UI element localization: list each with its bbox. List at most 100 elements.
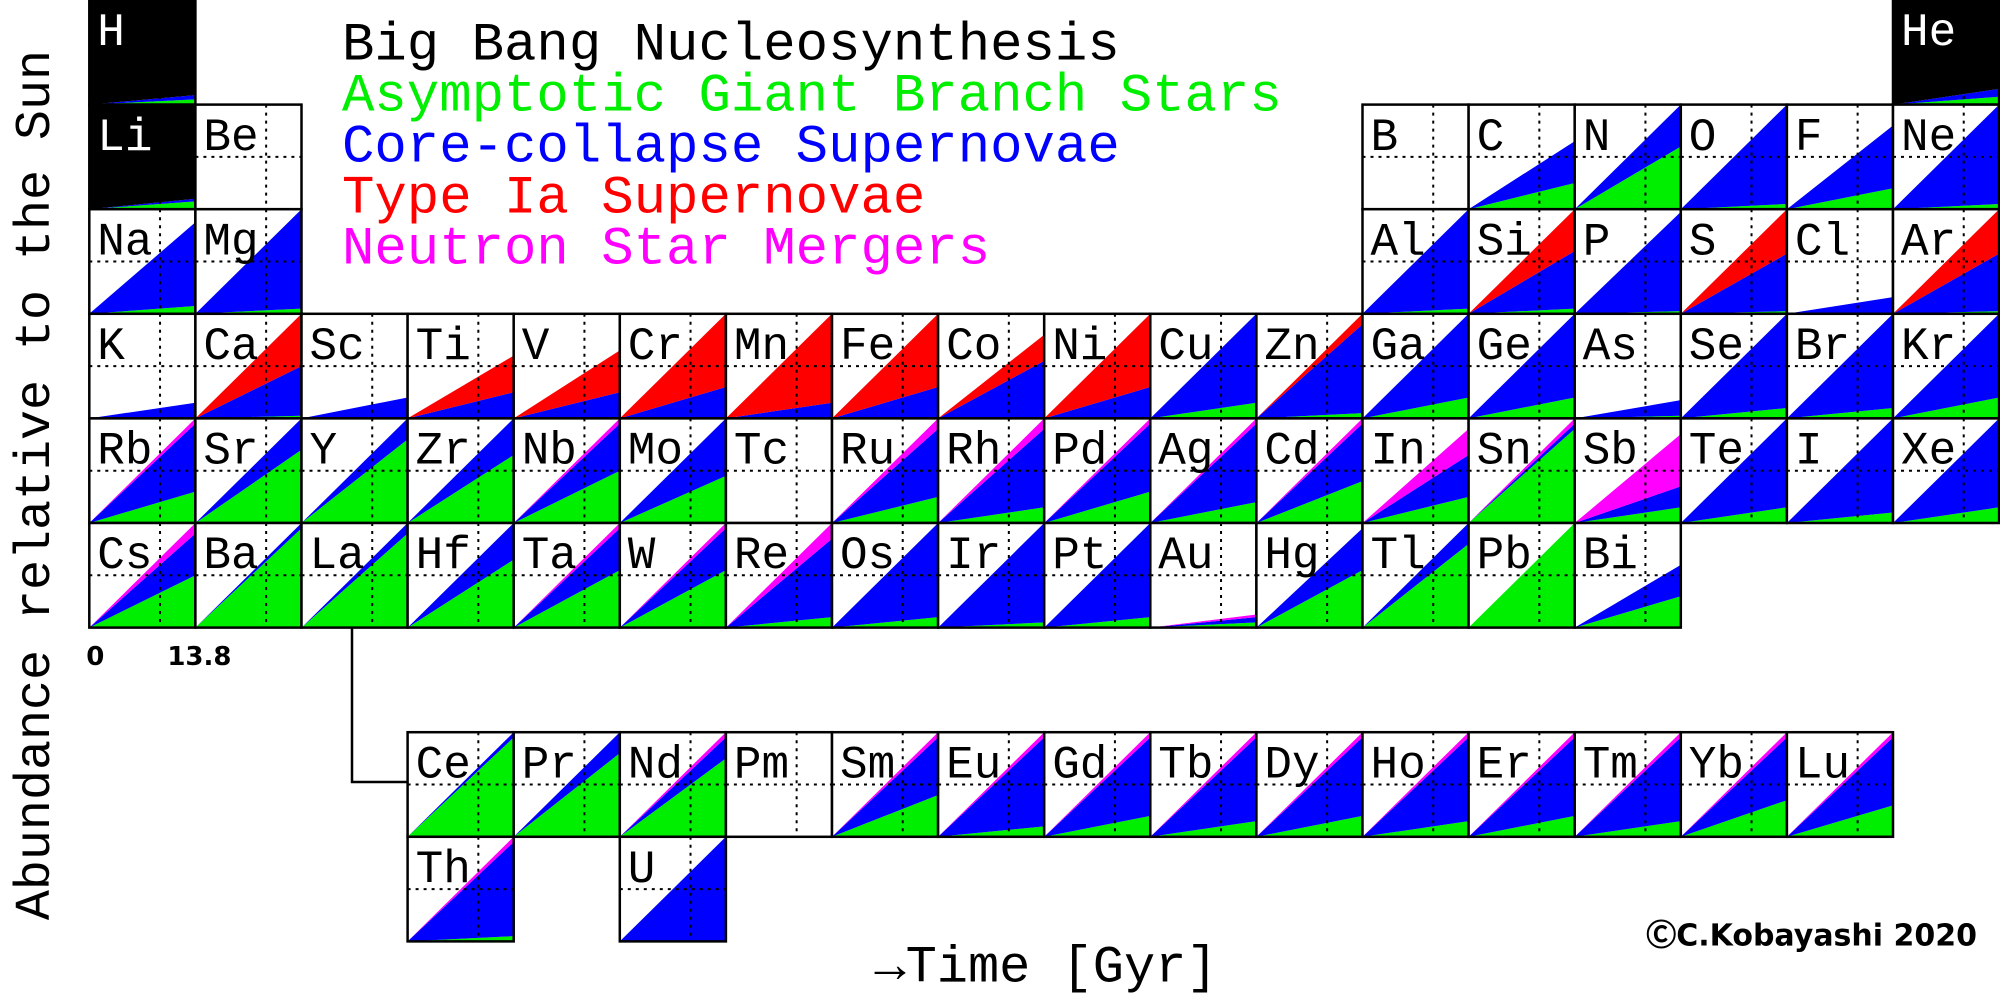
element-symbol: Tm: [1583, 739, 1638, 791]
cell-areas: [1468, 523, 1575, 628]
cell-areas: [1150, 313, 1257, 419]
source-area: [1362, 543, 1469, 628]
source-area: [619, 475, 726, 523]
element-cell: Fe: [830, 312, 940, 420]
element-symbol: Lu: [1795, 739, 1850, 791]
source-area: [1362, 308, 1469, 314]
element-symbol: N: [1583, 112, 1611, 164]
element-cell: Tc: [724, 417, 834, 525]
element-cell: Ta: [512, 521, 622, 629]
element-cell: Bi: [1573, 521, 1683, 629]
cell-areas: [1786, 313, 1893, 419]
source-area: [89, 418, 196, 523]
element-symbol: Kr: [1901, 321, 1956, 373]
cell-areas: [89, 313, 196, 419]
element-symbol: Se: [1689, 321, 1744, 373]
element-symbol: Ba: [203, 530, 258, 582]
cell-areas: [832, 732, 939, 837]
cell-areas: [1362, 104, 1469, 210]
element-symbol: Sc: [310, 321, 365, 373]
element-cell: Dy: [1255, 730, 1364, 839]
cell-areas: [513, 732, 620, 837]
source-area: [1893, 0, 2000, 105]
element-cell: As: [1573, 312, 1683, 420]
source-area: [89, 305, 196, 314]
element-symbol: Ca: [203, 321, 258, 373]
cell-border: [1891, 417, 2000, 525]
cell-areas: [1150, 732, 1257, 837]
cell-areas: [513, 523, 620, 628]
cell-areas: [1256, 418, 1363, 523]
element-cell: I: [1785, 417, 1895, 525]
source-area: [1362, 523, 1469, 628]
source-area: [1786, 125, 1893, 210]
element-symbol: Ge: [1477, 321, 1532, 373]
source-area: [1256, 732, 1363, 837]
element-cell: La: [300, 521, 409, 629]
cell-areas: [195, 104, 302, 210]
source-area: [1786, 407, 1893, 419]
source-area: [1362, 455, 1469, 523]
source-area: [1893, 209, 2000, 314]
source-area: [513, 732, 620, 837]
y-axis-label: Abundance relative to the Sun: [8, 50, 65, 920]
cell-areas: [1680, 732, 1787, 837]
element-cell: Y: [300, 417, 409, 525]
element-symbol: Eu: [946, 739, 1001, 791]
element-cell: Ni: [1042, 312, 1152, 420]
x-tick-label: 13.8: [167, 642, 231, 672]
cell-areas: [725, 732, 832, 837]
source-area: [89, 423, 196, 523]
source-area: [1468, 251, 1575, 314]
element-cell: Pr: [512, 730, 622, 839]
element-symbol: Rh: [946, 426, 1001, 478]
element-symbol: Pr: [522, 739, 577, 791]
cell-areas: [725, 523, 832, 628]
element-symbol: Co: [946, 321, 1001, 373]
cell-areas: [1574, 523, 1681, 628]
cell-areas: [407, 313, 514, 419]
cell-areas: [619, 732, 726, 837]
source-area: [1786, 313, 1893, 419]
source-area: [938, 360, 1045, 419]
source-area: [619, 732, 726, 837]
element-symbol: Mg: [203, 216, 258, 268]
element-symbol: Tl: [1371, 530, 1426, 582]
element-symbol: In: [1371, 426, 1426, 478]
element-symbol: Li: [97, 112, 152, 164]
element-symbol: La: [310, 530, 365, 582]
source-area: [1468, 423, 1575, 523]
cell-areas: [1786, 418, 1893, 523]
element-cell: Eu: [936, 730, 1046, 839]
source-area: [619, 737, 726, 837]
source-area: [1468, 523, 1575, 628]
source-area: [1150, 313, 1257, 419]
source-area: [1680, 507, 1787, 523]
cell-areas: [725, 313, 832, 419]
source-area: [1680, 407, 1787, 419]
element-symbol: He: [1901, 7, 1956, 59]
legend-entry: Neutron Star Mergers: [342, 219, 990, 280]
source-area: [1362, 313, 1469, 419]
source-area: [513, 418, 620, 523]
source-area: [619, 418, 726, 523]
element-cell: He: [1891, 0, 2000, 106]
element-cell: Cr: [618, 312, 728, 420]
element-symbol: I: [1795, 426, 1823, 478]
source-area: [1256, 423, 1363, 523]
element-cell: In: [1361, 417, 1470, 525]
element-symbol: Ce: [416, 739, 471, 791]
source-area: [1044, 418, 1151, 523]
source-area: [832, 313, 939, 419]
source-area: [407, 355, 514, 419]
source-area: [1468, 732, 1575, 837]
element-symbol: Sn: [1477, 426, 1532, 478]
source-area: [1256, 528, 1363, 628]
element-symbol: W: [628, 530, 656, 582]
source-area: [1362, 397, 1469, 419]
element-cell: Zr: [406, 417, 515, 525]
source-area: [89, 0, 196, 105]
cell-areas: [938, 523, 1045, 628]
element-cell: Hf: [406, 521, 515, 629]
cell-areas: [619, 313, 726, 419]
